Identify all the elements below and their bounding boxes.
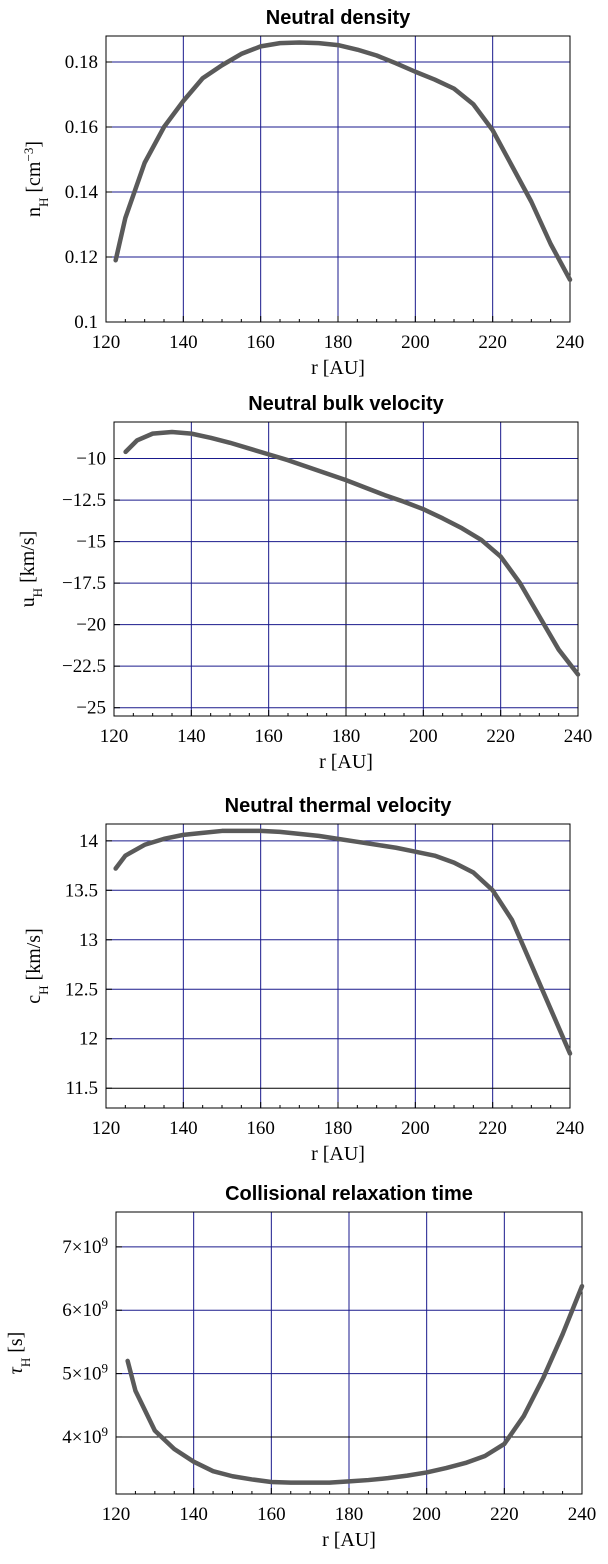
x-axis-label: r [AU]	[319, 751, 373, 773]
y-tick-label: 14	[79, 831, 99, 852]
x-tick-label: 240	[568, 1504, 597, 1525]
x-tick-label: 140	[169, 332, 198, 353]
y-tick-label: 0.18	[65, 52, 98, 73]
y-tick-label: 0.1	[74, 312, 98, 333]
y-tick-label: −12.5	[62, 490, 106, 511]
x-tick-label: 200	[401, 332, 430, 353]
y-tick-label: 13.5	[65, 880, 98, 901]
x-tick-label: 160	[246, 1118, 275, 1139]
x-tick-label: 200	[412, 1504, 441, 1525]
y-tick-label: 5×109	[62, 1360, 108, 1385]
y-tick-label: 12.5	[65, 979, 98, 1000]
x-tick-label: 160	[257, 1504, 286, 1525]
y-axis-label: nH [cm−3]	[21, 141, 51, 217]
x-tick-label: 140	[177, 726, 206, 747]
y-tick-label: −15	[76, 532, 106, 553]
x-tick-label: 120	[92, 1118, 121, 1139]
x-axis-label: r [AU]	[322, 1529, 376, 1551]
x-tick-label: 180	[335, 1504, 364, 1525]
y-tick-label: 4×109	[62, 1423, 108, 1448]
x-tick-label: 180	[324, 332, 353, 353]
y-tick-label: 6×109	[62, 1297, 108, 1322]
y-tick-label: 12	[79, 1029, 98, 1050]
y-axis-label: cH [km/s]	[23, 928, 51, 1004]
x-tick-label: 180	[332, 726, 361, 747]
x-tick-label: 140	[169, 1118, 198, 1139]
x-tick-label: 160	[246, 332, 275, 353]
series-line	[123, 429, 581, 677]
x-tick-label: 220	[486, 726, 515, 747]
chart-title: Neutral bulk velocity	[248, 393, 444, 415]
chart-neutral-bulk-velocity: Neutral bulk velocity 120 140 160 180 200 220 2…	[17, 393, 593, 773]
y-tick-label: −20	[76, 615, 106, 636]
y-axis-label: uH [km/s]	[17, 531, 45, 608]
y-tick-label: −22.5	[62, 656, 106, 677]
y-tick-label: 0.16	[65, 117, 98, 138]
y-axis-label: τH [s]	[5, 1332, 33, 1375]
y-tick-label: 0.12	[65, 247, 98, 268]
y-tick-label: 11.5	[65, 1078, 98, 1099]
chart-title: Neutral thermal velocity	[225, 795, 453, 817]
x-tick-label: 160	[254, 726, 283, 747]
chart-neutral-thermal-velocity: Neutral thermal velocity 120 140 160 180 200 2…	[23, 795, 585, 1165]
x-tick-label: 120	[102, 1504, 131, 1525]
chart-neutral-density: Neutral density 120 140 160 180 200 220 240 0.1 0…	[21, 7, 585, 379]
chart-title: Neutral density	[266, 7, 411, 29]
x-tick-label: 200	[401, 1118, 430, 1139]
x-tick-label: 240	[556, 332, 585, 353]
y-tick-label: 7×109	[62, 1233, 108, 1258]
x-tick-label: 240	[564, 726, 593, 747]
y-tick-label: −17.5	[62, 573, 106, 594]
x-tick-label: 220	[490, 1504, 519, 1525]
y-tick-label: −25	[76, 698, 106, 719]
series-line	[125, 1283, 585, 1485]
x-tick-label: 220	[478, 1118, 507, 1139]
y-tick-label: 13	[79, 930, 98, 951]
x-tick-label: 120	[100, 726, 129, 747]
x-tick-label: 140	[179, 1504, 208, 1525]
series-line	[113, 40, 573, 282]
x-tick-label: 220	[478, 332, 507, 353]
chart-collisional-relaxation-time: Collisional relaxation time 120 140 160 180 2…	[5, 1183, 597, 1551]
x-tick-label: 200	[409, 726, 438, 747]
series-line	[113, 828, 573, 1056]
chart-title: Collisional relaxation time	[225, 1183, 473, 1205]
y-tick-label: 0.14	[65, 182, 99, 203]
x-axis-label: r [AU]	[311, 1143, 365, 1165]
x-tick-label: 240	[556, 1118, 585, 1139]
x-axis-label: r [AU]	[311, 357, 365, 379]
x-tick-label: 180	[324, 1118, 353, 1139]
x-tick-label: 120	[92, 332, 121, 353]
y-tick-label: −10	[76, 449, 106, 470]
